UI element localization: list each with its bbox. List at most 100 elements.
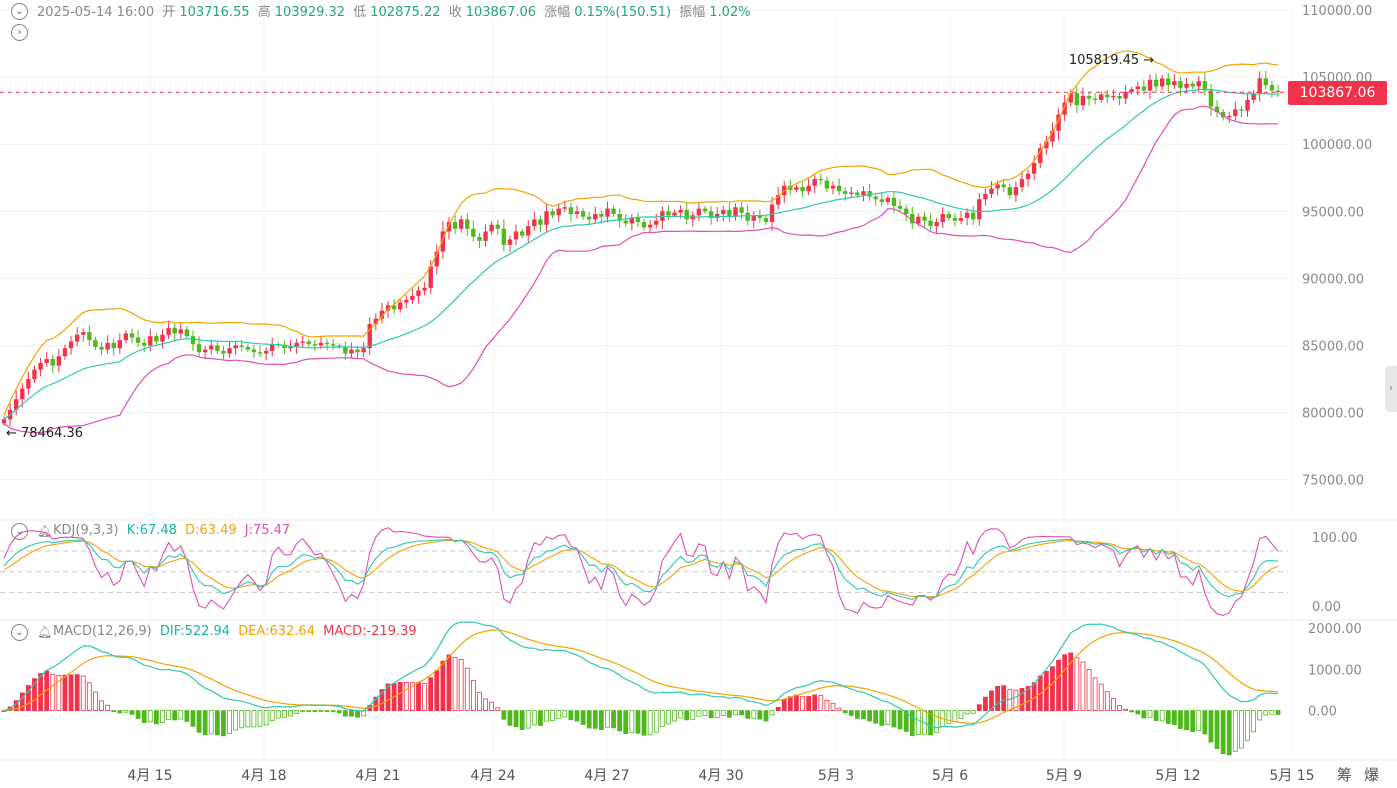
macd-histogram-bar bbox=[690, 710, 696, 720]
kdj-d-line bbox=[3, 539, 1279, 598]
liquidation-button[interactable]: 爆 bbox=[1364, 766, 1380, 784]
macd-histogram-bar bbox=[1239, 710, 1244, 749]
candle-body bbox=[142, 342, 147, 346]
candle-body bbox=[81, 332, 86, 335]
min-price-marker: ← 78464.36 bbox=[6, 426, 83, 441]
candle-body bbox=[501, 228, 507, 245]
candle-body bbox=[922, 216, 927, 221]
expand-indicators-icon[interactable]: › bbox=[11, 24, 28, 41]
macd-histogram-bar bbox=[1263, 710, 1269, 716]
candle-body bbox=[355, 349, 360, 353]
macd-tick-label: 0.00 bbox=[1308, 705, 1337, 720]
candle-body bbox=[263, 350, 269, 354]
candle-body bbox=[647, 224, 653, 228]
time-tick-label: 5月 15 bbox=[1269, 768, 1314, 784]
candle-body bbox=[1184, 83, 1189, 88]
candle-body bbox=[903, 208, 909, 214]
macd-histogram-bar bbox=[160, 710, 165, 724]
candle-body bbox=[245, 346, 251, 350]
macd-dea-line bbox=[3, 629, 1279, 725]
kdj-j: J:75.47 bbox=[244, 523, 291, 538]
macd-histogram-bar bbox=[245, 710, 251, 728]
macd-histogram-bar bbox=[702, 710, 708, 716]
macd-histogram-bar bbox=[184, 710, 190, 722]
macd-histogram-bar bbox=[842, 710, 848, 714]
candle-body bbox=[93, 340, 98, 347]
macd-histogram-bar bbox=[300, 710, 306, 712]
bar-datetime: 2025-05-14 16:00 bbox=[37, 5, 155, 20]
candle-body bbox=[1153, 79, 1159, 87]
candle-body bbox=[971, 212, 976, 220]
candle-body bbox=[1105, 94, 1110, 98]
candle-body bbox=[209, 345, 214, 350]
candle-body bbox=[727, 209, 732, 217]
macd-name: MACD(12,26,9) bbox=[53, 624, 152, 639]
boll-mid-line bbox=[3, 88, 1279, 420]
candle-body bbox=[239, 345, 244, 347]
price-tick-label: 80000.00 bbox=[1302, 407, 1364, 422]
macd-histogram-bar bbox=[68, 674, 74, 711]
candle-body bbox=[385, 305, 391, 311]
macd-histogram-bar bbox=[1214, 710, 1220, 749]
macd-histogram-bar bbox=[129, 710, 135, 715]
macd-histogram-bar bbox=[330, 710, 336, 713]
candle-body bbox=[282, 345, 287, 349]
macd-histogram-bar bbox=[477, 692, 482, 711]
macd-histogram-bar bbox=[568, 710, 574, 721]
candle-body bbox=[1202, 81, 1208, 91]
candle-body bbox=[708, 211, 714, 219]
collapse-main-icon[interactable]: ⌄ bbox=[11, 3, 28, 20]
candle-body bbox=[62, 348, 68, 357]
macd-histogram-bar bbox=[1043, 670, 1049, 711]
macd-histogram-bar bbox=[550, 710, 556, 721]
macd-histogram-bar bbox=[775, 707, 781, 711]
candle-body bbox=[483, 231, 488, 241]
candle-body bbox=[1025, 173, 1031, 180]
candle-body bbox=[1062, 102, 1067, 115]
macd-histogram-bar bbox=[952, 710, 958, 722]
macd-histogram-bar bbox=[538, 710, 543, 726]
candle-body bbox=[824, 180, 830, 189]
bell-icon[interactable]: 🔔︎ bbox=[37, 524, 53, 538]
candle-body bbox=[288, 346, 293, 349]
collapse-macd-icon[interactable]: ⌄ bbox=[11, 624, 28, 641]
macd-histogram-bar bbox=[562, 710, 568, 718]
macd-histogram-bar bbox=[422, 683, 428, 711]
macd-histogram-bar bbox=[946, 710, 952, 724]
macd-histogram-bar bbox=[592, 710, 598, 729]
macd-histogram-bar bbox=[263, 710, 269, 726]
candle-body bbox=[641, 222, 647, 228]
candle-body bbox=[135, 337, 141, 343]
candle-body bbox=[306, 341, 311, 345]
candle-body bbox=[1220, 112, 1226, 118]
candle-body bbox=[38, 362, 43, 370]
side-panel-handle[interactable]: › bbox=[1385, 366, 1397, 412]
macd-histogram-bar bbox=[269, 710, 275, 722]
candle-body bbox=[580, 211, 586, 217]
macd-histogram-bar bbox=[397, 681, 403, 711]
macd-histogram-bar bbox=[1269, 710, 1275, 715]
candle-body bbox=[843, 191, 848, 194]
macd-histogram-bar bbox=[556, 710, 562, 719]
time-tick-label: 4月 30 bbox=[698, 768, 743, 784]
amplitude-label: 振幅 bbox=[679, 5, 706, 20]
candle-body bbox=[788, 185, 793, 190]
candle-body bbox=[379, 310, 385, 319]
macd-histogram-bar bbox=[1098, 683, 1104, 711]
macd-histogram-bar bbox=[818, 695, 824, 711]
macd-histogram-bar bbox=[635, 710, 641, 734]
open-value: 103716.55 bbox=[179, 5, 250, 20]
candle-body bbox=[1001, 184, 1006, 188]
bell-icon[interactable]: 🔔︎ bbox=[37, 625, 53, 639]
macd-histogram-bar bbox=[489, 701, 495, 711]
chip-distribution-button[interactable]: 筹 bbox=[1337, 766, 1353, 784]
candle-body bbox=[373, 318, 379, 325]
macd-histogram-bar bbox=[25, 685, 31, 711]
macd-histogram-bar bbox=[202, 710, 208, 736]
macd-histogram-bar bbox=[525, 710, 531, 729]
candle-body bbox=[1166, 78, 1171, 86]
macd-histogram-bar bbox=[891, 710, 897, 728]
candle-body bbox=[13, 399, 19, 410]
collapse-kdj-icon[interactable]: ⌄ bbox=[11, 523, 28, 540]
